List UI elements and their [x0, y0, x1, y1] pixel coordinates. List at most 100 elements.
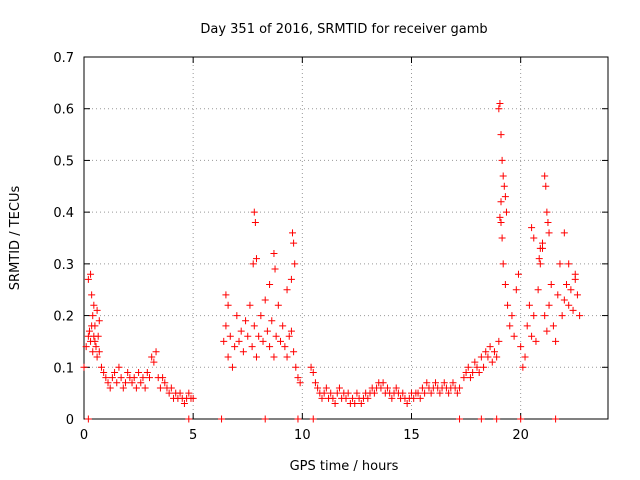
data-point — [88, 291, 96, 299]
data-point — [432, 379, 440, 387]
data-point — [445, 389, 453, 397]
data-point — [311, 379, 319, 387]
data-point — [549, 322, 557, 330]
data-point — [121, 379, 129, 387]
data-point — [135, 368, 143, 376]
data-point — [495, 105, 503, 113]
data-point — [576, 312, 584, 320]
data-point — [143, 368, 151, 376]
data-point — [270, 250, 278, 258]
data-point — [335, 384, 343, 392]
data-point — [307, 363, 315, 371]
data-point — [331, 399, 339, 407]
data-point — [185, 415, 193, 423]
y-tick-label: 0.4 — [53, 206, 74, 221]
data-point — [159, 374, 167, 382]
data-point — [440, 379, 448, 387]
data-point — [85, 327, 93, 335]
data-point — [544, 218, 552, 226]
data-point — [285, 332, 293, 340]
data-point — [519, 363, 527, 371]
data-point — [185, 389, 193, 397]
data-point — [113, 379, 121, 387]
data-point — [573, 291, 581, 299]
data-point — [344, 389, 352, 397]
data-point — [497, 218, 505, 226]
data-point — [453, 389, 461, 397]
data-point — [314, 384, 322, 392]
data-point — [257, 312, 265, 320]
data-point — [500, 182, 508, 190]
data-point — [294, 415, 302, 423]
data-point — [543, 208, 551, 216]
data-point — [97, 363, 105, 371]
data-point — [532, 337, 540, 345]
data-point — [421, 389, 429, 397]
data-point — [246, 301, 254, 309]
data-point — [501, 281, 509, 289]
data-point — [539, 239, 546, 247]
data-point — [388, 394, 396, 402]
axis-ticks: 0 5 10 15 20 0 0.1 0.2 0.3 0.4 0.5 0.6 0.7 — [53, 51, 608, 443]
data-point — [370, 389, 378, 397]
data-point — [497, 198, 505, 206]
data-point — [248, 343, 256, 351]
data-point — [530, 312, 538, 320]
data-point — [567, 286, 575, 294]
data-point — [502, 208, 510, 216]
data-point — [469, 368, 477, 376]
data-point — [252, 353, 260, 361]
data-point — [377, 384, 385, 392]
data-point — [416, 394, 424, 402]
data-point — [292, 363, 300, 371]
data-point — [556, 260, 564, 268]
data-point — [233, 312, 241, 320]
data-point — [274, 301, 282, 309]
x-tick-label: 5 — [189, 428, 197, 443]
data-point — [471, 358, 479, 366]
data-point — [462, 368, 470, 376]
data-point — [498, 234, 506, 242]
y-tick-label: 0.5 — [53, 154, 74, 169]
data-point — [379, 379, 387, 387]
data-point — [565, 260, 573, 268]
data-point — [294, 374, 302, 382]
data-point — [111, 368, 119, 376]
y-axis-label: SRMTID / TECUs — [8, 186, 23, 291]
data-point — [115, 363, 123, 371]
data-point — [119, 384, 127, 392]
data-point — [250, 322, 258, 330]
y-tick-label: 0 — [66, 413, 74, 428]
data-point — [139, 374, 147, 382]
data-point — [270, 353, 278, 361]
data-point — [90, 301, 98, 309]
data-point — [357, 399, 365, 407]
data-point — [104, 379, 112, 387]
data-point — [517, 415, 525, 423]
data-point — [543, 327, 551, 335]
data-point — [263, 327, 271, 335]
data-point — [383, 384, 391, 392]
data-point — [152, 348, 160, 356]
data-point — [117, 374, 125, 382]
data-point — [456, 415, 464, 423]
data-point — [477, 353, 485, 361]
data-point — [259, 337, 267, 345]
data-point — [161, 379, 169, 387]
data-point — [95, 348, 103, 356]
data-point — [91, 322, 99, 330]
data-point — [84, 415, 92, 423]
data-point — [497, 131, 505, 139]
data-point — [541, 312, 549, 320]
data-point — [244, 332, 252, 340]
data-point — [224, 301, 232, 309]
data-point — [477, 415, 485, 423]
data-point — [287, 275, 295, 283]
data-point — [268, 317, 276, 325]
data-point — [493, 415, 501, 423]
data-point — [541, 172, 549, 180]
data-point — [534, 286, 542, 294]
data-point — [535, 255, 543, 263]
data-point — [466, 374, 474, 382]
